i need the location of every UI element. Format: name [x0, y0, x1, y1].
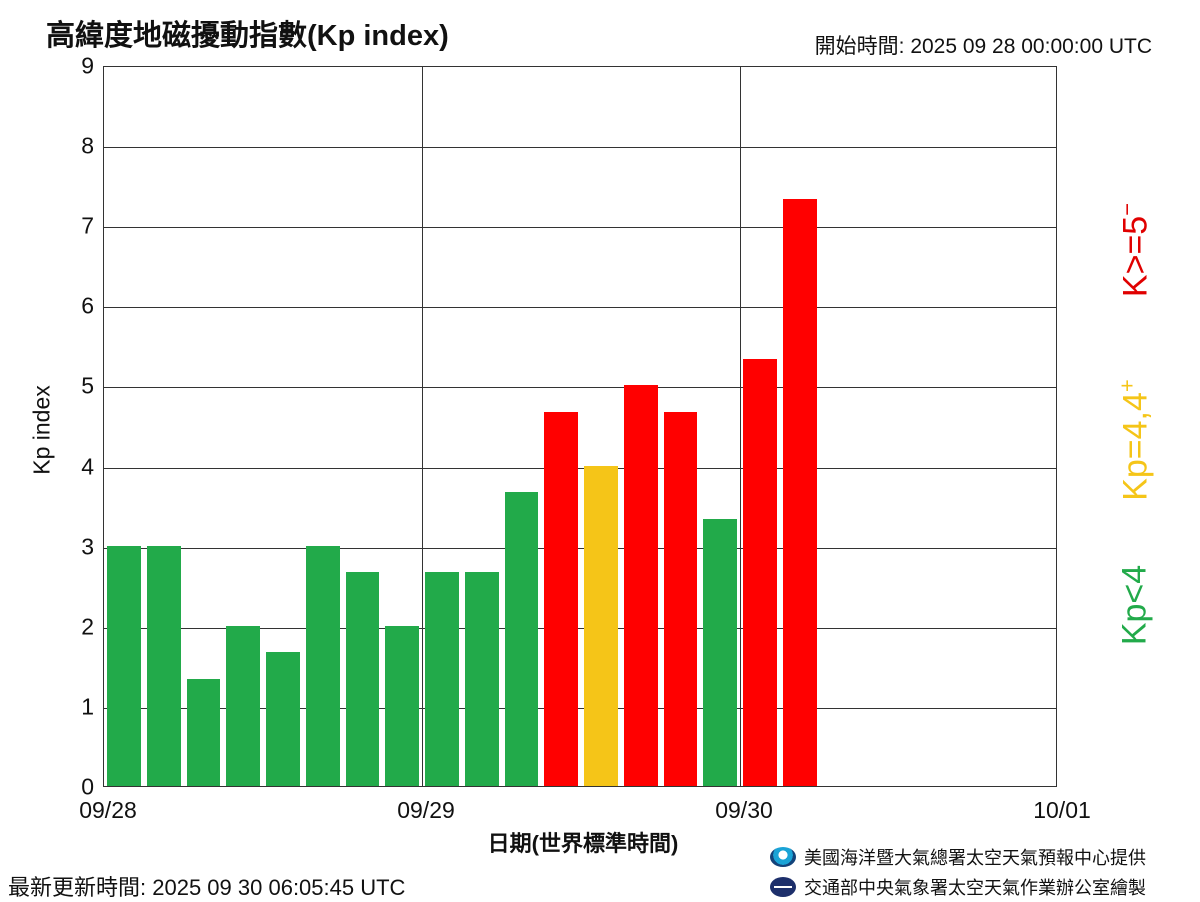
kp-bar — [623, 385, 658, 786]
legend-yellow-text: Kp=4,4 — [1116, 392, 1155, 501]
kp-bar — [743, 359, 777, 786]
cwa-logo-icon — [770, 877, 796, 897]
kp-bar — [782, 198, 817, 786]
x-tick-label: 10/01 — [1033, 797, 1091, 823]
legend-yellow: Kp=4,4+ — [1114, 379, 1155, 501]
gridline-horizontal — [104, 627, 1056, 629]
legend-red-sup: − — [1114, 202, 1140, 216]
credit-cwa-text: 交通部中央氣象署太空天氣作業辦公室繪製 — [804, 878, 1146, 898]
last-updated-value: 2025 09 30 06:05:45 UTC — [152, 875, 406, 900]
x-tick-label: 09/30 — [715, 797, 773, 823]
start-time-value: 2025 09 28 00:00:00 UTC — [910, 35, 1152, 58]
kp-bar — [266, 652, 300, 786]
plot-area — [103, 66, 1057, 787]
y-tick-label: 8 — [81, 132, 94, 159]
y-tick-label: 6 — [81, 292, 94, 319]
gridline-horizontal — [104, 387, 1056, 389]
y-tick-label: 0 — [81, 773, 94, 800]
gridline-vertical — [740, 67, 741, 786]
gridline-horizontal — [104, 707, 1056, 709]
x-tick-label: 09/28 — [79, 797, 137, 823]
kp-bar — [107, 545, 141, 786]
start-time: 開始時間: 2025 09 28 00:00:00 UTC — [815, 30, 1152, 60]
legend-yellow-sup: + — [1114, 379, 1140, 393]
y-tick-label: 7 — [81, 212, 94, 239]
legend-green-text: Kp<4 — [1115, 564, 1154, 646]
y-tick-label: 3 — [81, 533, 94, 560]
kp-bar — [186, 679, 221, 786]
y-axis-label: Kp index — [28, 385, 55, 475]
credit-noaa-text: 美國海洋暨大氣總署太空天氣預報中心提供 — [804, 848, 1146, 868]
y-tick-label: 5 — [81, 372, 94, 399]
x-tick-label: 09/29 — [397, 797, 455, 823]
kp-bar — [345, 572, 380, 786]
last-updated: 最新更新時間: 2025 09 30 06:05:45 UTC — [8, 870, 405, 902]
gridline-horizontal — [104, 547, 1056, 549]
y-tick-label: 9 — [81, 52, 94, 79]
credit-noaa: 美國海洋暨大氣總署太空天氣預報中心提供 — [770, 844, 1146, 870]
y-tick-label: 2 — [81, 613, 94, 640]
x-axis-label: 日期(世界標準時間) — [487, 831, 679, 856]
kp-bar — [464, 572, 499, 786]
legend-red-text: K>=5 — [1116, 215, 1155, 298]
gridline-horizontal — [104, 307, 1056, 309]
y-tick-label: 4 — [81, 453, 94, 480]
kp-bar — [305, 545, 340, 786]
gridline-vertical — [422, 67, 423, 786]
legend-red: K>=5− — [1114, 203, 1155, 297]
last-updated-label: 最新更新時間: — [8, 875, 147, 900]
y-tick-label: 1 — [81, 693, 94, 720]
noaa-logo-icon — [770, 847, 796, 867]
kp-bar — [544, 411, 578, 786]
kp-bar — [663, 411, 698, 786]
kp-bar — [584, 465, 618, 786]
kp-bar — [425, 572, 459, 786]
kp-bar — [226, 625, 260, 786]
kp-bar — [146, 545, 181, 786]
gridline-horizontal — [104, 227, 1056, 229]
gridline-horizontal — [104, 147, 1056, 149]
gridline-horizontal — [104, 467, 1056, 469]
credit-cwa: 交通部中央氣象署太空天氣作業辦公室繪製 — [770, 874, 1146, 900]
kp-bar — [385, 625, 419, 786]
kp-bar — [504, 492, 539, 786]
kp-bar — [703, 519, 737, 786]
chart-title: 高緯度地磁擾動指數(Kp index) — [46, 20, 449, 52]
legend-green: Kp<4 — [1116, 565, 1155, 645]
start-time-label: 開始時間: — [814, 35, 905, 58]
